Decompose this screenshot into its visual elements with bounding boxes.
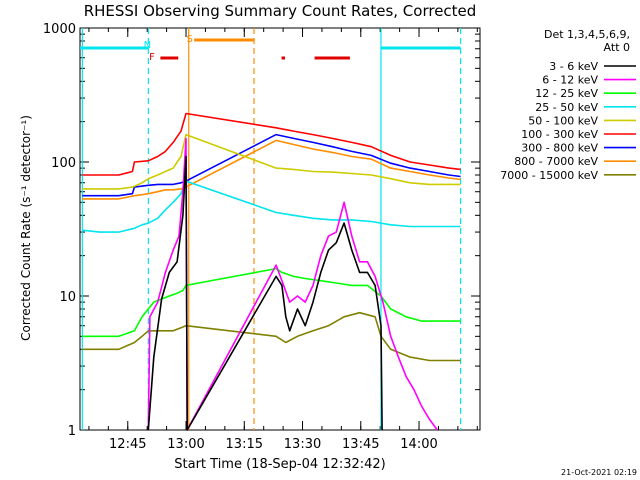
y-tick-label: 1000	[43, 22, 76, 37]
legend-header-line-1: Det 1,3,4,5,6,9,	[544, 28, 630, 41]
marker-f: F	[149, 52, 155, 63]
x-tick-label: 12:45	[109, 437, 146, 452]
series-line-800-7000-kev	[82, 139, 461, 200]
x-tick-label: 13:30	[284, 437, 321, 452]
plot-frame	[79, 27, 481, 431]
legend-label: 50 - 100 keV	[528, 114, 598, 127]
x-tick-label: 13:15	[226, 437, 263, 452]
legend-label: 25 - 50 keV	[535, 101, 598, 114]
legend-label: 800 - 7000 keV	[514, 155, 598, 168]
series-line-300-800-kev	[82, 133, 461, 197]
legend-label: 3 - 6 keV	[549, 60, 598, 73]
series-line-6-12-kev	[147, 137, 438, 431]
series-line-12-25-kev	[82, 267, 461, 338]
y-axis-label: Corrected Count Rate (s⁻¹ detector⁻¹)	[19, 115, 33, 341]
series-line-3-6-kev	[147, 155, 383, 431]
series-line-7000-15000-kev	[82, 311, 461, 362]
marker-s: S	[186, 34, 192, 45]
x-tick-label: 13:45	[342, 437, 379, 452]
plot-area: 1 10 100 1000 12:45 13:00 13:15 13:30 13:45 14:00…	[43, 22, 481, 452]
date-stamp: 21-Oct-2021 02:19	[561, 468, 637, 477]
x-tick-label: 14:00	[400, 437, 437, 452]
marker-n: N	[144, 40, 151, 51]
legend-label: 100 - 300 keV	[521, 128, 598, 141]
x-axis-label: Start Time (18-Sep-04 12:32:42)	[174, 457, 385, 472]
legend-header-line-2: Att 0	[604, 41, 630, 54]
series-line-50-100-kev	[82, 133, 461, 190]
legend-label: 7000 - 15000 keV	[500, 169, 598, 182]
legend-label: 12 - 25 keV	[535, 87, 598, 100]
y-tick-label: 100	[51, 156, 76, 171]
legend-label: 6 - 12 keV	[542, 74, 598, 87]
series-line-100-300-kev	[82, 112, 461, 176]
x-tick-label: 13:00	[167, 437, 204, 452]
series-line-25-50-kev	[82, 180, 461, 233]
legend-label: 300 - 800 keV	[521, 142, 598, 155]
chart-title: RHESSI Observing Summary Count Rates, Co…	[84, 2, 477, 20]
y-tick-label: 1	[68, 424, 76, 439]
y-tick-label: 10	[59, 290, 76, 305]
